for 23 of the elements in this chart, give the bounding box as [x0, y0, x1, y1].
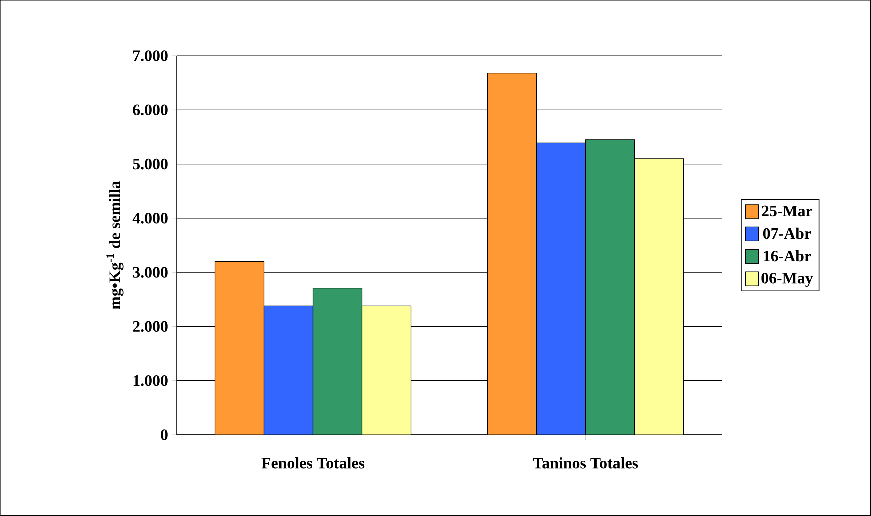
y-tick-label: 1.000 — [134, 375, 168, 386]
bar — [487, 73, 538, 435]
legend-label: 07-Abr — [763, 228, 812, 240]
legend-label: 25-Mar — [762, 206, 813, 217]
bar — [585, 140, 636, 435]
y-tick-label: 3.000 — [133, 267, 168, 278]
bar — [536, 142, 586, 435]
bar — [214, 261, 265, 435]
y-tick-label: 5.000 — [133, 158, 168, 170]
y-tick-label: 6.000 — [133, 104, 168, 116]
bar — [362, 306, 412, 435]
legend-label: 06-May — [762, 273, 814, 288]
x-tick-label: Fenoles Totales — [262, 458, 365, 469]
bar — [312, 288, 363, 435]
x-tick-label: Taninos Totales — [533, 458, 638, 469]
y-tick-label: 4.000 — [132, 213, 168, 224]
legend-label: 16-Abr — [764, 250, 812, 262]
bar — [264, 306, 314, 435]
y-tick-label: 0 — [161, 430, 168, 440]
y-tick-label: 2.000 — [133, 321, 168, 332]
y-axis-title: mg•Kg$^{-1}$ de semilla — [106, 181, 124, 310]
y-tick-label: 7.000 — [134, 50, 168, 62]
bar — [634, 158, 684, 435]
